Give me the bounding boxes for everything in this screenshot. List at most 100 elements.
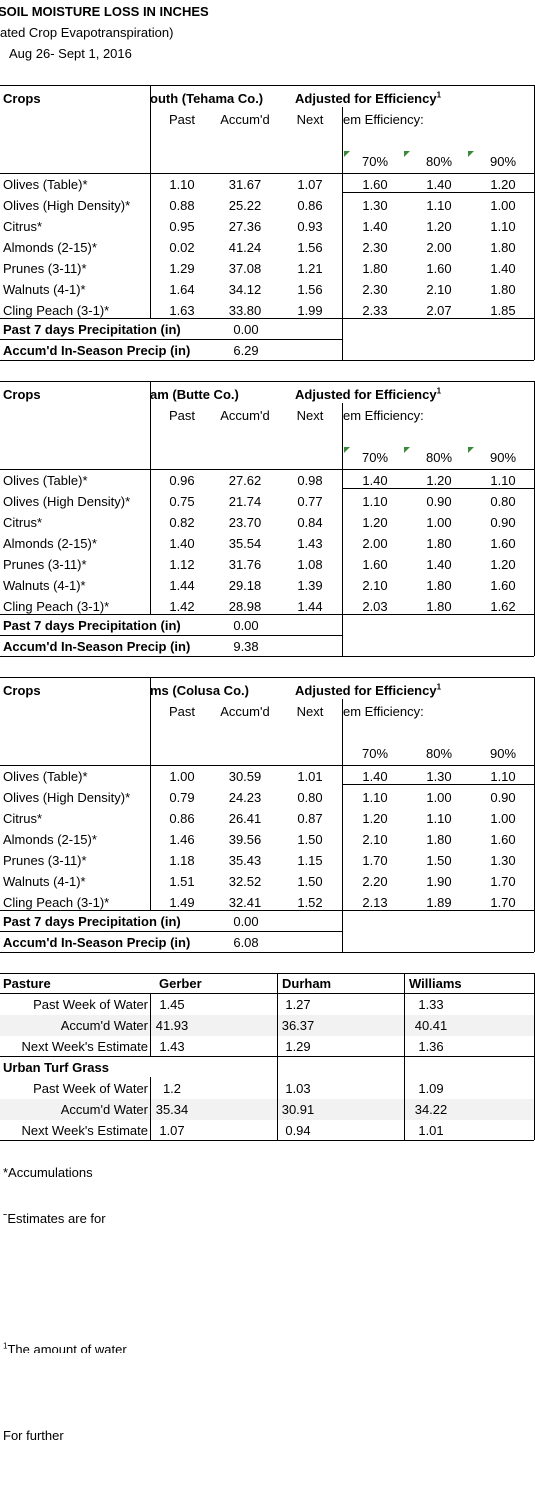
crop-name: Olives (Table)* <box>3 769 88 784</box>
past-value: 1.18 <box>169 853 195 868</box>
past-value: 1.29 <box>169 261 195 276</box>
next-value: 1.56 <box>297 282 323 297</box>
precip-value: 0.00 <box>233 914 259 929</box>
accum-value: 39.56 <box>228 832 262 847</box>
pasture-col-divider <box>277 973 278 1140</box>
accum-value: 30.59 <box>228 769 262 784</box>
crop-name: Walnuts (4-1)* <box>3 282 86 297</box>
next-value: 1.08 <box>297 557 323 572</box>
pasture-title: Pasture <box>3 976 51 991</box>
next-value: 0.80 <box>297 790 323 805</box>
accum-value: 25.22 <box>228 198 262 213</box>
pasture-location-header: Gerber <box>159 976 202 991</box>
accum-header: Accum'd <box>220 704 270 719</box>
pasture-row-label: Accum'd Water <box>60 1018 148 1033</box>
crop-column-divider <box>150 381 151 614</box>
adjusted-efficiency-header: Adjusted for Efficiency1 <box>295 90 442 106</box>
past-value: 1.40 <box>169 536 195 551</box>
efficiency-80-value: 1.90 <box>426 874 452 889</box>
past-value: 1.63 <box>169 303 195 318</box>
accum-header: Accum'd <box>220 408 270 423</box>
section-top-border <box>0 677 534 678</box>
next-value: 0.77 <box>297 494 323 509</box>
precip-row-border <box>0 931 342 932</box>
adjusted-efficiency-header: Adjusted for Efficiency1 <box>295 682 442 698</box>
past-value: 1.00 <box>169 769 195 784</box>
pasture-location-header: Durham <box>282 976 332 991</box>
efficiency-90-header: 90% <box>489 746 517 761</box>
turf-value: 30.91 <box>281 1102 315 1117</box>
past-header: Past <box>168 112 195 127</box>
comment-indicator-icon <box>404 447 410 453</box>
next-value: 1.15 <box>297 853 323 868</box>
past-value: 1.46 <box>169 832 195 847</box>
efficiency-70-value: 2.10 <box>362 832 388 847</box>
crop-name: Prunes (3-11)* <box>3 261 87 276</box>
location-header: am (Butte Co.) <box>150 387 239 402</box>
crop-column-divider <box>150 677 151 910</box>
accum-value: 24.23 <box>228 790 262 805</box>
page-subtitle: ated Crop Evapotranspiration) <box>0 25 174 40</box>
accum-value: 32.52 <box>228 874 262 889</box>
efficiency-70-value: 2.10 <box>362 578 388 593</box>
efficiency-80-value: 1.80 <box>426 536 452 551</box>
efficiency-80-value: 1.89 <box>426 895 452 910</box>
efficiency-70-value: 2.33 <box>362 303 388 318</box>
past-value: 0.02 <box>169 240 195 255</box>
next-value: 1.01 <box>297 769 323 784</box>
accum-precip-value: 6.08 <box>233 935 259 950</box>
efficiency-90-value: 1.80 <box>490 240 516 255</box>
efficiency-80-value: 1.40 <box>426 557 452 572</box>
past-value: 1.12 <box>169 557 195 572</box>
accum-value: 27.36 <box>228 219 262 234</box>
efficiency-70-value: 1.40 <box>362 473 388 488</box>
past-value: 1.44 <box>169 578 195 593</box>
efficiency-70-value: 2.13 <box>362 895 388 910</box>
next-value: 1.52 <box>297 895 323 910</box>
turf-title: Urban Turf Grass <box>3 1060 109 1075</box>
comment-indicator-icon <box>344 151 350 157</box>
next-value: 1.39 <box>297 578 323 593</box>
efficiency-90-value: 0.90 <box>490 790 516 805</box>
comment-indicator-icon <box>468 151 474 157</box>
crop-name: Walnuts (4-1)* <box>3 578 86 593</box>
crop-name: Walnuts (4-1)* <box>3 874 86 889</box>
past-value: 0.79 <box>169 790 195 805</box>
section-bottom-border <box>0 656 534 657</box>
past-value: 1.49 <box>169 895 195 910</box>
estimates-note: ˉEstimates are for <box>3 1211 106 1226</box>
efficiency-80-value: 1.80 <box>426 832 452 847</box>
turf-value: 1.07 <box>159 1123 185 1138</box>
section-header-bottom-border <box>0 765 534 766</box>
efficiency-90-value: 1.60 <box>490 578 516 593</box>
past-value: 0.95 <box>169 219 195 234</box>
pasture-value: 1.45 <box>159 997 185 1012</box>
efficiency-90-value: 0.90 <box>490 515 516 530</box>
turf-value: 1.09 <box>418 1081 444 1096</box>
efficiency-70-value: 1.30 <box>362 198 388 213</box>
section-data-bottom-border <box>0 318 534 319</box>
next-value: 1.50 <box>297 832 323 847</box>
efficiency-70-value: 1.80 <box>362 261 388 276</box>
efficiency-70-header: 70% <box>361 154 389 169</box>
pasture-top-border <box>0 973 534 974</box>
next-value: 1.07 <box>297 177 323 192</box>
crop-name: Cling Peach (3-1)* <box>3 599 110 614</box>
efficiency-column-divider <box>342 107 343 360</box>
efficiency-80-value: 2.00 <box>426 240 452 255</box>
shaded-row <box>0 1015 534 1036</box>
efficiency-80-value: 1.10 <box>426 811 452 826</box>
pasture-col-divider <box>404 973 405 1140</box>
past-value: 0.88 <box>169 198 195 213</box>
efficiency-80-value: 1.10 <box>426 198 452 213</box>
pasture-value: 1.29 <box>285 1039 311 1054</box>
efficiency-80-value: 0.90 <box>426 494 452 509</box>
past-value: 0.82 <box>169 515 195 530</box>
precip-label: Past 7 days Precipitation (in) <box>3 322 181 337</box>
accum-value: 33.80 <box>228 303 262 318</box>
location-header: outh (Tehama Co.) <box>150 91 264 106</box>
efficiency-70-value: 1.20 <box>362 515 388 530</box>
efficiency-90-value: 1.20 <box>490 557 516 572</box>
date-range: Aug 26- Sept 1, 2016 <box>9 46 132 61</box>
past-value: 1.64 <box>169 282 195 297</box>
